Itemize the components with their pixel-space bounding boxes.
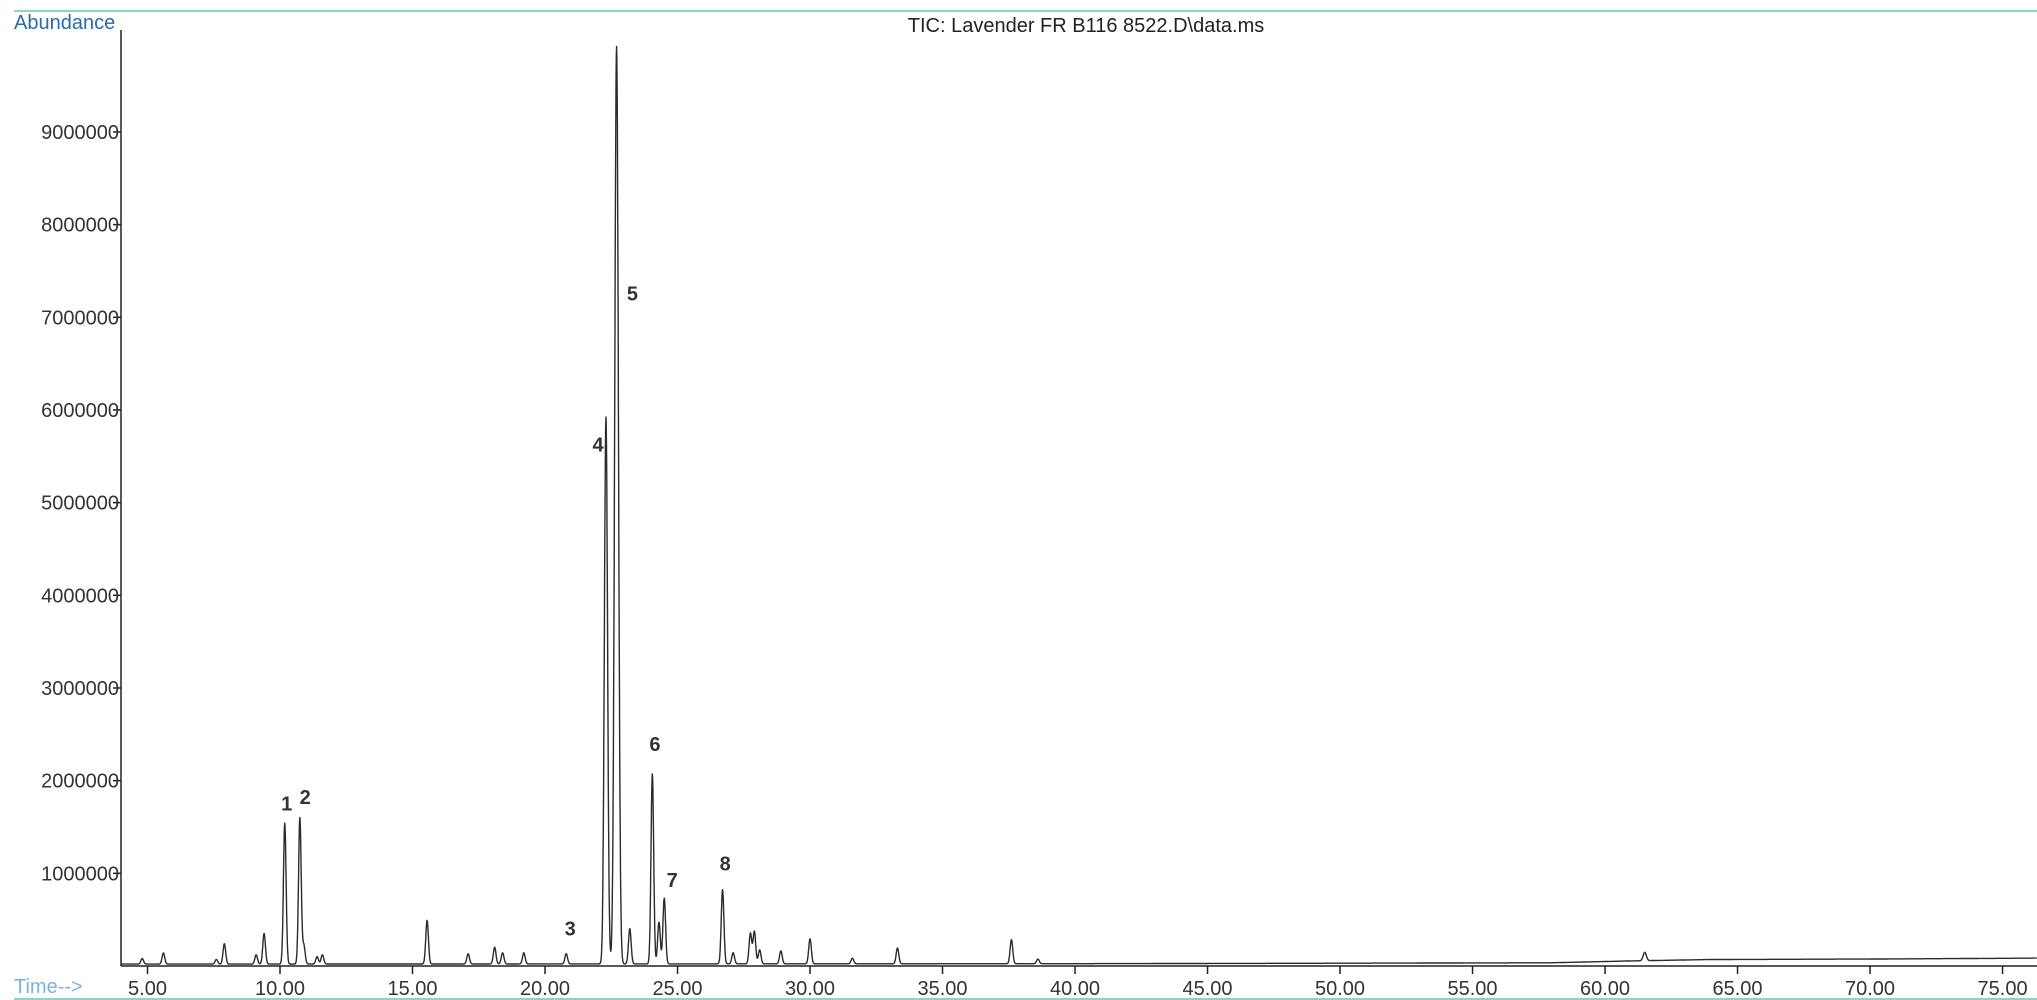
x-tick-label: 45.00 (1182, 978, 1232, 1000)
peak-label-8: 8 (720, 854, 731, 876)
x-tick-label: 20.00 (520, 978, 570, 1000)
y-tick-label: 1000000 (41, 863, 119, 885)
x-tick-label: 55.00 (1448, 978, 1498, 1000)
x-ticks: 5.00 10.00 15.00 20.00 25.00 30.00 35.00 40.00 4… (128, 966, 2028, 1000)
peak-label-5: 5 (627, 284, 638, 306)
x-tick-label: 25.00 (652, 978, 702, 1000)
y-tick-label: 7000000 (41, 307, 119, 329)
y-tick-label: 9000000 (41, 122, 119, 144)
x-tick-label: 60.00 (1580, 978, 1630, 1000)
x-tick-label: 40.00 (1050, 978, 1100, 1000)
peak-label-2: 2 (300, 787, 311, 809)
y-tick-label: 6000000 (41, 400, 119, 422)
x-tick-label: 75.00 (1978, 978, 2028, 1000)
peak-label-1: 1 (281, 793, 292, 815)
x-axis-label: Time--> (14, 976, 83, 998)
peak-label-6: 6 (649, 734, 660, 756)
chart-title: TIC: Lavender FR B116 8522.D\data.ms (908, 15, 1264, 37)
y-tick-label: 3000000 (41, 678, 119, 700)
y-axis-label: Abundance (14, 12, 115, 34)
peak-labels: 1 2 3 4 5 6 7 8 (281, 284, 731, 941)
y-tick-label: 8000000 (41, 215, 119, 237)
x-tick-label: 30.00 (785, 978, 835, 1000)
x-tick-label: 35.00 (917, 978, 967, 1000)
y-tick-label: 2000000 (41, 771, 119, 793)
y-tick-label: 5000000 (41, 493, 119, 515)
x-tick-label: 65.00 (1713, 978, 1763, 1000)
peak-label-4: 4 (592, 435, 604, 457)
x-tick-label: 10.00 (255, 978, 305, 1000)
y-ticks: 1000000 2000000 3000000 4000000 5000000 60000… (41, 122, 121, 885)
x-tick-label: 15.00 (387, 978, 437, 1000)
x-tick-label: 70.00 (1845, 978, 1895, 1000)
peak-label-7: 7 (667, 870, 678, 892)
peak-label-3: 3 (565, 918, 576, 940)
x-tick-label: 50.00 (1315, 978, 1365, 1000)
y-tick-label: 4000000 (41, 585, 119, 607)
x-tick-label: 5.00 (128, 978, 167, 1000)
tic-trace-line (121, 46, 2037, 964)
